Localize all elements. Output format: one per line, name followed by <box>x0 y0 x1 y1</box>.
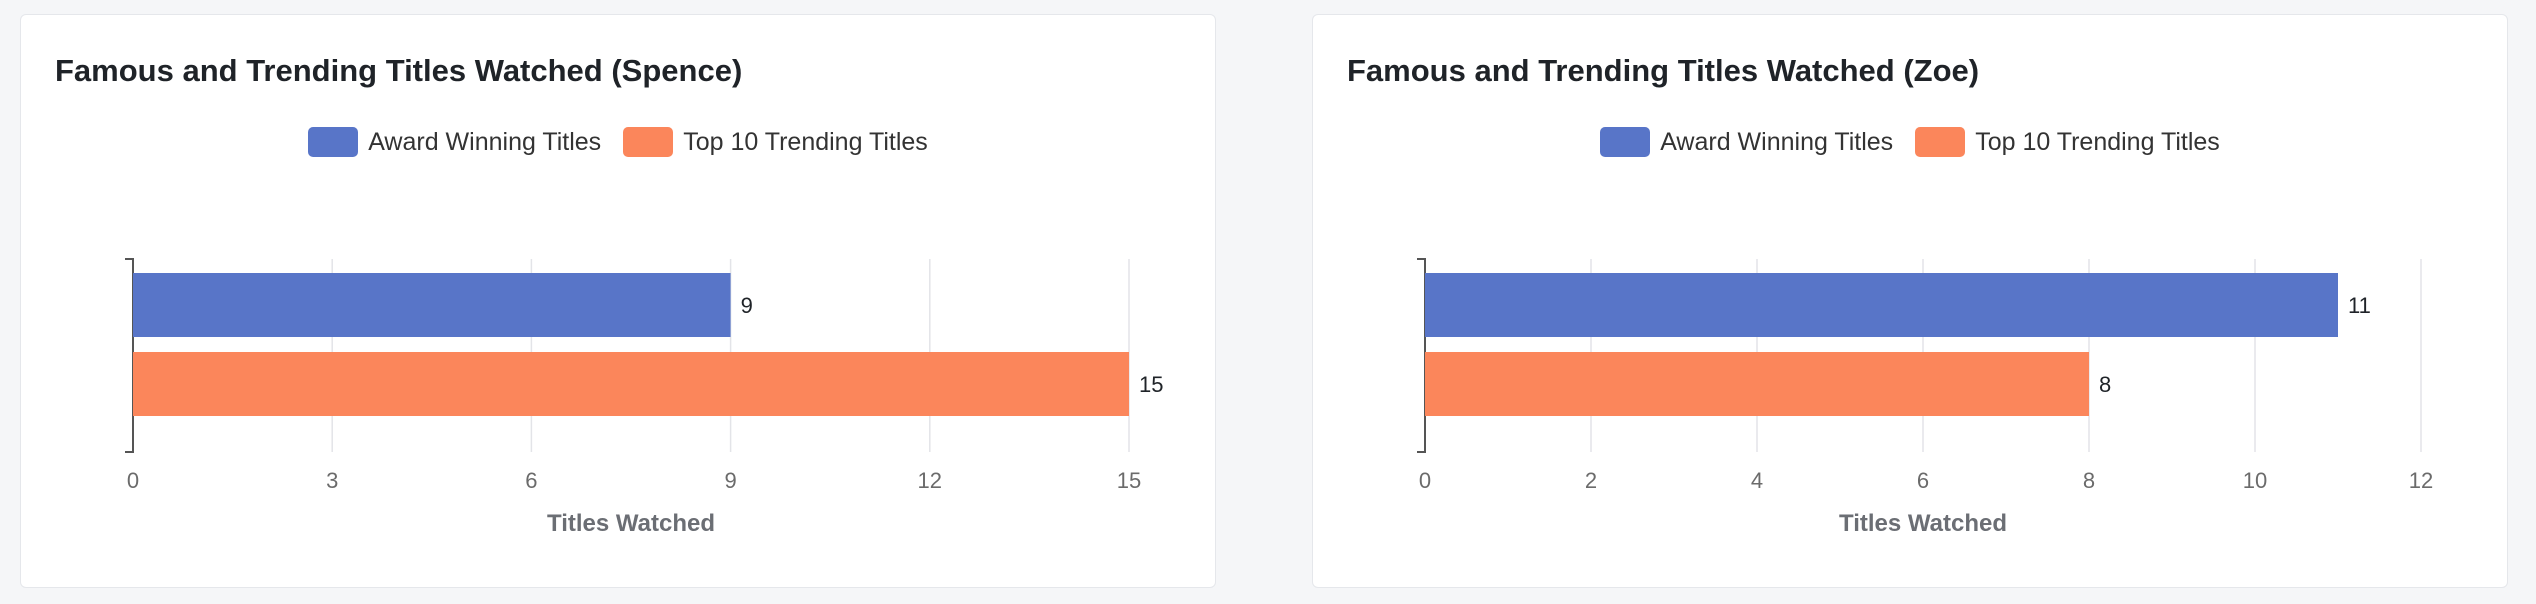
legend-item-trending[interactable]: Top 10 Trending Titles <box>1915 127 2220 157</box>
x-tick-label: 3 <box>326 468 338 493</box>
legend-swatch-trending <box>1915 127 1966 157</box>
legend-item-award[interactable]: Award Winning Titles <box>308 127 601 157</box>
legend-label: Award Winning Titles <box>368 127 602 156</box>
chart-title: Famous and Trending Titles Watched (Spen… <box>55 53 743 88</box>
legend-label: Top 10 Trending Titles <box>683 127 928 156</box>
x-tick-label: 0 <box>127 468 139 493</box>
bar-chart-plot: 0 2 4 6 8 10 12 11 8 Titles Watched <box>1417 258 2433 537</box>
x-tick-label: 6 <box>525 468 537 493</box>
x-tick-label: 4 <box>1751 468 1763 493</box>
chart-legend: Award Winning Titles Top 10 Trending Tit… <box>1313 127 2507 157</box>
chart-title: Famous and Trending Titles Watched (Zoe) <box>1347 53 1980 88</box>
data-label: 8 <box>2099 372 2111 397</box>
bar-award-winning <box>133 273 731 337</box>
x-tick-label: 15 <box>1117 468 1141 493</box>
legend-swatch-trending <box>623 127 674 157</box>
x-tick-label: 0 <box>1419 468 1431 493</box>
bar-chart-plot: 0 3 6 9 12 15 9 15 Titles Watched <box>125 258 1163 537</box>
x-axis-title: Titles Watched <box>547 510 715 537</box>
x-tick-label: 2 <box>1585 468 1597 493</box>
legend-item-award[interactable]: Award Winning Titles <box>1600 127 1893 157</box>
bar-top-10-trending <box>133 352 1129 416</box>
chart-card-zoe: Famous and Trending Titles Watched (Zoe)… <box>1312 14 2508 588</box>
x-tick-label: 12 <box>918 468 942 493</box>
data-label: 15 <box>1139 372 1163 397</box>
x-tick-label: 10 <box>2243 468 2267 493</box>
x-tick-label: 12 <box>2409 468 2433 493</box>
y-axis-line <box>125 258 134 453</box>
data-label: 9 <box>741 293 753 318</box>
chart-card-spence: Famous and Trending Titles Watched (Spen… <box>20 14 1216 588</box>
x-tick-label: 9 <box>724 468 736 493</box>
x-axis-title: Titles Watched <box>1839 510 2007 537</box>
legend-swatch-award <box>308 127 359 157</box>
legend-item-trending[interactable]: Top 10 Trending Titles <box>623 127 928 157</box>
bar-top-10-trending <box>1425 352 2089 416</box>
bar-award-winning <box>1425 273 2338 337</box>
x-tick-label: 8 <box>2083 468 2095 493</box>
legend-label: Award Winning Titles <box>1660 127 1894 156</box>
y-axis-line <box>1417 258 1426 453</box>
legend-swatch-award <box>1600 127 1651 157</box>
x-tick-label: 6 <box>1917 468 1929 493</box>
legend-label: Top 10 Trending Titles <box>1975 127 2220 156</box>
data-label: 11 <box>2348 293 2371 318</box>
chart-legend: Award Winning Titles Top 10 Trending Tit… <box>21 127 1215 157</box>
